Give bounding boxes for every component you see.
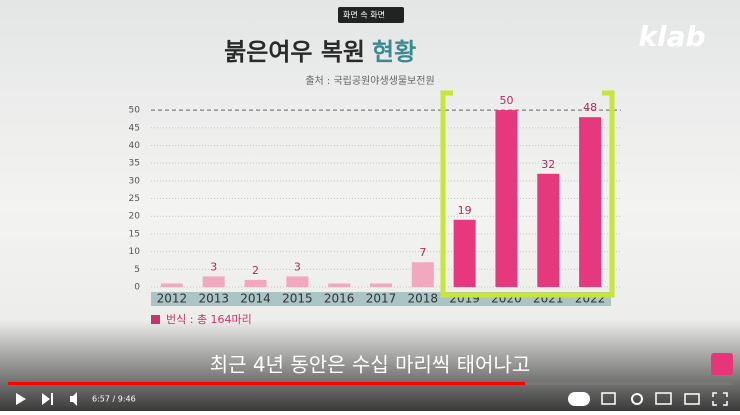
bar xyxy=(453,219,476,287)
bar xyxy=(495,110,518,287)
bar xyxy=(411,262,434,287)
value-label: 50 xyxy=(499,94,513,107)
miniplayer-button[interactable] xyxy=(655,392,672,405)
y-tick-label: 50 xyxy=(129,106,141,116)
value-label: 3 xyxy=(294,260,301,273)
bar xyxy=(202,276,225,287)
theater-button[interactable] xyxy=(684,393,700,405)
pip-label: 화면 속 화면 xyxy=(343,10,385,20)
y-tick-label: 35 xyxy=(129,159,140,169)
x-tick-label: 2016 xyxy=(324,292,355,306)
volume-button[interactable] xyxy=(70,392,77,406)
value-label: 19 xyxy=(458,204,472,217)
x-tick-label: 2015 xyxy=(282,292,313,306)
y-tick-label: 5 xyxy=(134,265,140,275)
autoplay-toggle[interactable] xyxy=(568,392,590,406)
value-label: 7 xyxy=(419,246,426,259)
pip-button[interactable] xyxy=(338,7,404,23)
x-tick-label: 2013 xyxy=(198,292,229,306)
x-tick-label: 2017 xyxy=(366,292,397,306)
value-label: 32 xyxy=(541,158,555,171)
x-tick-label: 2018 xyxy=(408,292,439,306)
channel-badge[interactable] xyxy=(711,353,733,375)
play-button[interactable] xyxy=(16,393,26,405)
y-tick-label: 15 xyxy=(129,229,140,239)
legend-swatch xyxy=(151,315,160,324)
x-tick-label: 2012 xyxy=(157,292,188,306)
y-tick-label: 0 xyxy=(134,283,140,293)
bar xyxy=(537,173,560,287)
bar xyxy=(286,276,309,287)
chart-title: 붉은여우 복원 xyxy=(224,38,365,66)
progress-played xyxy=(8,382,525,385)
subtitles-button[interactable] xyxy=(601,392,616,405)
y-tick-label: 25 xyxy=(129,194,140,204)
value-label: 2 xyxy=(252,264,259,277)
y-tick-label: 45 xyxy=(129,123,140,133)
logo: klab xyxy=(638,20,705,53)
caption: 최근 4년 동안은 수십 마리씩 태어나고 xyxy=(210,353,531,377)
chart-title-highlight: 현황 xyxy=(372,38,416,66)
highlight-bracket xyxy=(440,90,615,298)
value-label: 48 xyxy=(583,101,597,114)
bar xyxy=(370,283,392,287)
bar xyxy=(244,279,267,287)
fullscreen-button[interactable] xyxy=(712,392,728,406)
chart-source: 출처 : 국립공원야생생물보전원 xyxy=(305,74,434,87)
y-tick-label: 10 xyxy=(129,247,141,257)
settings-button[interactable] xyxy=(631,393,643,405)
value-label: 3 xyxy=(210,260,217,273)
y-tick-label: 20 xyxy=(129,212,141,222)
player-shade xyxy=(0,320,740,411)
x-tick-label: 2014 xyxy=(240,292,271,306)
bar xyxy=(160,283,183,287)
bar xyxy=(579,117,602,288)
y-tick-label: 30 xyxy=(129,176,141,186)
y-tick-label: 40 xyxy=(129,141,141,151)
time: 6:57 / 9:46 xyxy=(92,395,136,404)
next-button[interactable] xyxy=(42,393,53,405)
bar xyxy=(328,283,351,287)
